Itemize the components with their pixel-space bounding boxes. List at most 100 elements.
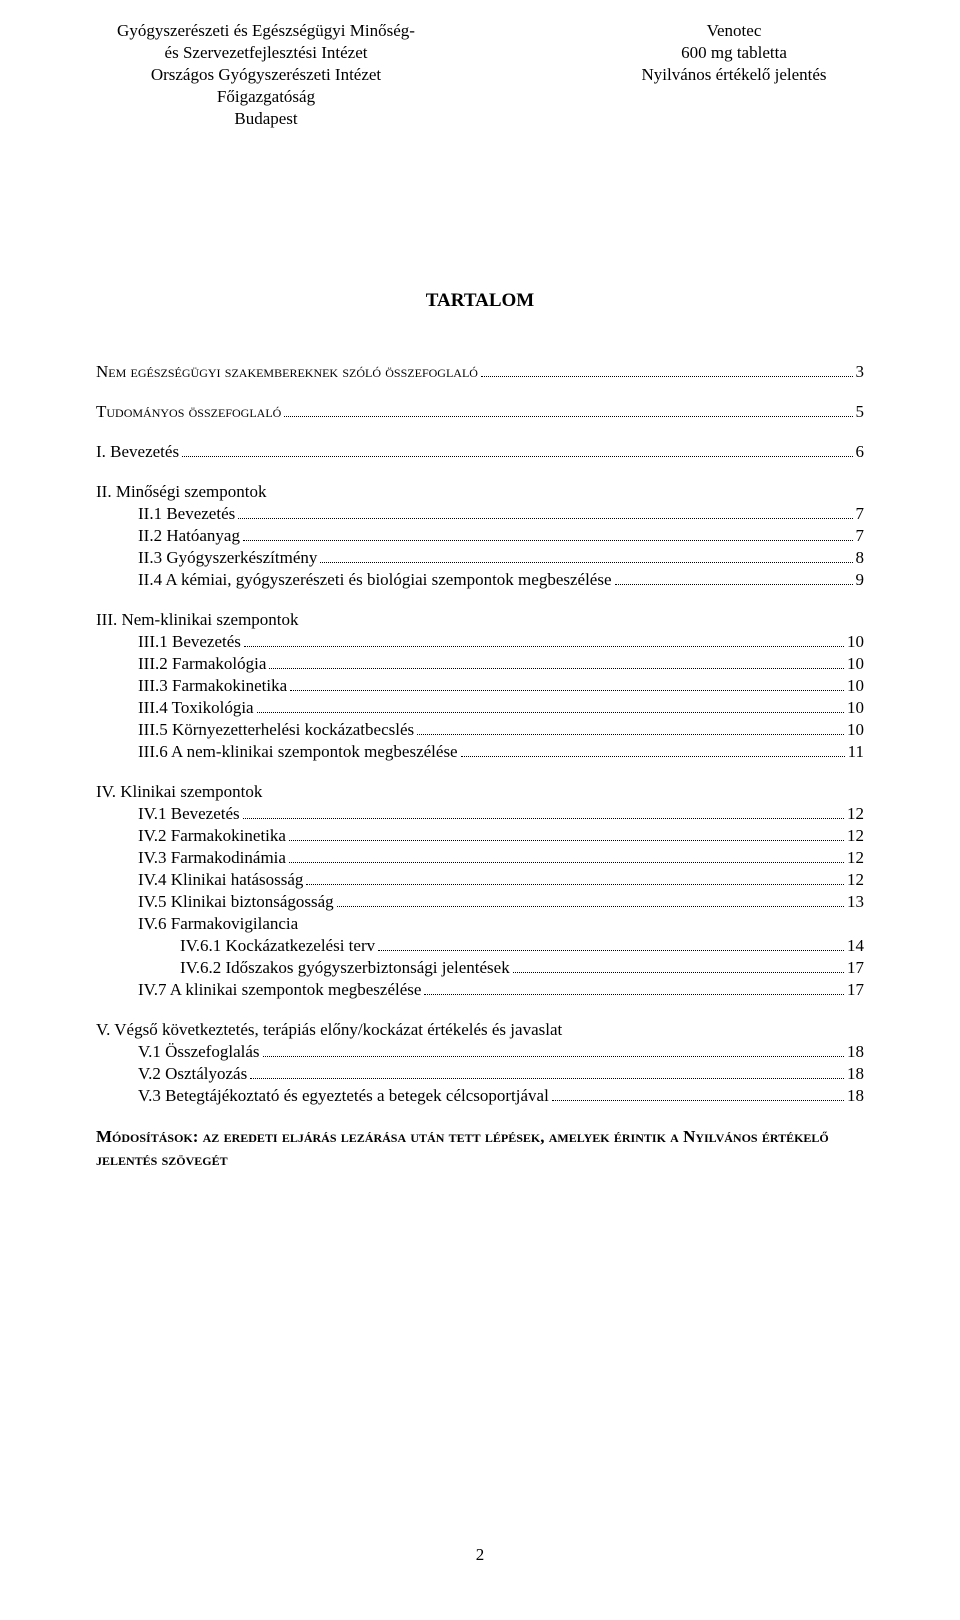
toc-entry-page: 17 bbox=[847, 958, 864, 978]
toc-entry-label: IV.7 A klinikai szempontok megbeszélése bbox=[138, 980, 421, 1000]
toc-leader-dots bbox=[250, 1078, 844, 1079]
toc-section: V. Végső következtetés, terápiás előny/k… bbox=[96, 1020, 864, 1106]
toc-entry-label: IV.1 Bevezetés bbox=[138, 804, 240, 824]
toc-entry-label: IV.5 Klinikai biztonságosság bbox=[138, 892, 334, 912]
toc-leader-dots bbox=[481, 376, 853, 377]
toc-entry-label: V.3 Betegtájékoztató és egyeztetés a bet… bbox=[138, 1086, 549, 1106]
toc-entry: Nem egészségügyi szakembereknek szóló ös… bbox=[96, 362, 864, 382]
toc-leader-dots bbox=[290, 690, 844, 691]
header-left-line: Gyógyszerészeti és Egészségügyi Minőség- bbox=[96, 20, 436, 42]
toc-leader-dots bbox=[615, 584, 853, 585]
toc-entry-page: 10 bbox=[847, 654, 864, 674]
header-left-line: Budapest bbox=[96, 108, 436, 130]
toc-section: I. Bevezetés 6 bbox=[96, 442, 864, 462]
toc-entry-label: III.6 A nem-klinikai szempontok megbeszé… bbox=[138, 742, 458, 762]
toc-leader-dots bbox=[243, 540, 853, 541]
toc-entry: IV.5 Klinikai biztonságosság 13 bbox=[96, 892, 864, 912]
toc-section: IV. Klinikai szempontokIV.1 Bevezetés12I… bbox=[96, 782, 864, 1000]
toc-entry-label: IV.3 Farmakodinámia bbox=[138, 848, 286, 868]
header-right: Venotec600 mg tablettaNyilvános értékelő… bbox=[604, 20, 864, 130]
toc-entry: II.2 Hatóanyag7 bbox=[96, 526, 864, 546]
toc-section-head: III. Nem-klinikai szempontok bbox=[96, 610, 864, 630]
toc-entry: IV.6.2 Időszakos gyógyszerbiztonsági jel… bbox=[96, 958, 864, 978]
toc-entry-label: Tudományos összefoglaló bbox=[96, 402, 281, 422]
toc-entry-page: 13 bbox=[847, 892, 864, 912]
toc-section: III. Nem-klinikai szempontokIII.1 Beveze… bbox=[96, 610, 864, 762]
toc-entry: IV.4 Klinikai hatásosság 12 bbox=[96, 870, 864, 890]
toc-entry-page: 9 bbox=[856, 570, 865, 590]
toc-entry: IV.2 Farmakokinetika 12 bbox=[96, 826, 864, 846]
toc-leader-dots bbox=[337, 906, 844, 907]
toc-leader-dots bbox=[289, 862, 844, 863]
toc-leader-dots bbox=[257, 712, 844, 713]
toc-entry-page: 12 bbox=[847, 870, 864, 890]
toc-entry-label: II.4 A kémiai, gyógyszerészeti és biológ… bbox=[138, 570, 612, 590]
header-left-line: és Szervezetfejlesztési Intézet bbox=[96, 42, 436, 64]
toc-entry: V.1 Összefoglalás 18 bbox=[96, 1042, 864, 1062]
page-header: Gyógyszerészeti és Egészségügyi Minőség-… bbox=[96, 20, 864, 130]
toc-entry-label: V.2 Osztályozás bbox=[138, 1064, 247, 1084]
toc-entry: IV.1 Bevezetés 12 bbox=[96, 804, 864, 824]
toc-entry: II.1 Bevezetés7 bbox=[96, 504, 864, 524]
toc-leader-dots bbox=[306, 884, 844, 885]
toc-entry-page: 10 bbox=[847, 698, 864, 718]
toc-entry-label: I. Bevezetés bbox=[96, 442, 179, 462]
header-left-line: Főigazgatóság bbox=[96, 86, 436, 108]
toc-entry-page: 11 bbox=[848, 742, 864, 762]
toc-leader-dots bbox=[552, 1100, 844, 1101]
toc-entry: IV.6.1 Kockázatkezelési terv14 bbox=[96, 936, 864, 956]
toc-entry-page: 8 bbox=[856, 548, 865, 568]
toc-entry-page: 18 bbox=[847, 1086, 864, 1106]
toc-entry: Tudományos összefoglaló 5 bbox=[96, 402, 864, 422]
toc-entry-label: V.1 Összefoglalás bbox=[138, 1042, 260, 1062]
toc-entry-label: II.3 Gyógyszerkészítmény bbox=[138, 548, 317, 568]
toc-entry: III.3 Farmakokinetika 10 bbox=[96, 676, 864, 696]
header-left-line: Országos Gyógyszerészeti Intézet bbox=[96, 64, 436, 86]
toc-top-block: Nem egészségügyi szakembereknek szóló ös… bbox=[96, 362, 864, 422]
toc-leader-dots bbox=[244, 646, 844, 647]
toc-entry-label: IV.2 Farmakokinetika bbox=[138, 826, 286, 846]
toc-entry: III.5 Környezetterhelési kockázatbecslés… bbox=[96, 720, 864, 740]
toc-leader-dots bbox=[238, 518, 852, 519]
toc-entry: III.4 Toxikológia 10 bbox=[96, 698, 864, 718]
toc-entry-page: 5 bbox=[856, 402, 865, 422]
toc-entry-page: 17 bbox=[847, 980, 864, 1000]
toc-leader-dots bbox=[378, 950, 844, 951]
toc-entry-label: III.5 Környezetterhelési kockázatbecslés bbox=[138, 720, 414, 740]
toc-leader-dots bbox=[424, 994, 844, 995]
toc-section-head: II. Minőségi szempontok bbox=[96, 482, 864, 502]
toc-entry-page: 6 bbox=[856, 442, 865, 462]
toc-leader-dots bbox=[263, 1056, 845, 1057]
toc-entry-page: 18 bbox=[847, 1042, 864, 1062]
toc-entry-page: 12 bbox=[847, 804, 864, 824]
toc-entry-label: IV.6 Farmakovigilancia bbox=[138, 914, 298, 934]
toc-title: TARTALOM bbox=[96, 290, 864, 312]
toc-entry-label: Nem egészségügyi szakembereknek szóló ös… bbox=[96, 362, 478, 382]
toc-entry-page: 7 bbox=[856, 504, 865, 524]
toc-leader-dots bbox=[461, 756, 845, 757]
toc-section: II. Minőségi szempontokII.1 Bevezetés7II… bbox=[96, 482, 864, 590]
header-right-line: 600 mg tabletta bbox=[604, 42, 864, 64]
toc-entry-page: 7 bbox=[856, 526, 865, 546]
toc-entry: IV.7 A klinikai szempontok megbeszélése 1… bbox=[96, 980, 864, 1000]
toc-entry: IV.6 Farmakovigilancia bbox=[96, 914, 864, 934]
toc-entry: III.2 Farmakológia10 bbox=[96, 654, 864, 674]
toc-entry-page: 3 bbox=[856, 362, 865, 382]
page-number: 2 bbox=[0, 1545, 960, 1565]
toc-entry-page: 12 bbox=[847, 826, 864, 846]
toc-leader-dots bbox=[417, 734, 844, 735]
toc-leader-dots bbox=[513, 972, 844, 973]
toc-leader-dots bbox=[182, 456, 852, 457]
toc-entry: I. Bevezetés 6 bbox=[96, 442, 864, 462]
toc-entry: V.2 Osztályozás18 bbox=[96, 1064, 864, 1084]
toc-entry-label: IV.4 Klinikai hatásosság bbox=[138, 870, 303, 890]
toc-entry-page: 14 bbox=[847, 936, 864, 956]
toc-entry: III.6 A nem-klinikai szempontok megbeszé… bbox=[96, 742, 864, 762]
toc-entry: II.3 Gyógyszerkészítmény 8 bbox=[96, 548, 864, 568]
header-left: Gyógyszerészeti és Egészségügyi Minőség-… bbox=[96, 20, 436, 130]
toc-section-head: V. Végső következtetés, terápiás előny/k… bbox=[96, 1020, 864, 1040]
toc-entry-label: III.3 Farmakokinetika bbox=[138, 676, 287, 696]
toc-leader-dots bbox=[320, 562, 852, 563]
toc-entry-label: III.4 Toxikológia bbox=[138, 698, 254, 718]
toc-entry-page: 10 bbox=[847, 676, 864, 696]
